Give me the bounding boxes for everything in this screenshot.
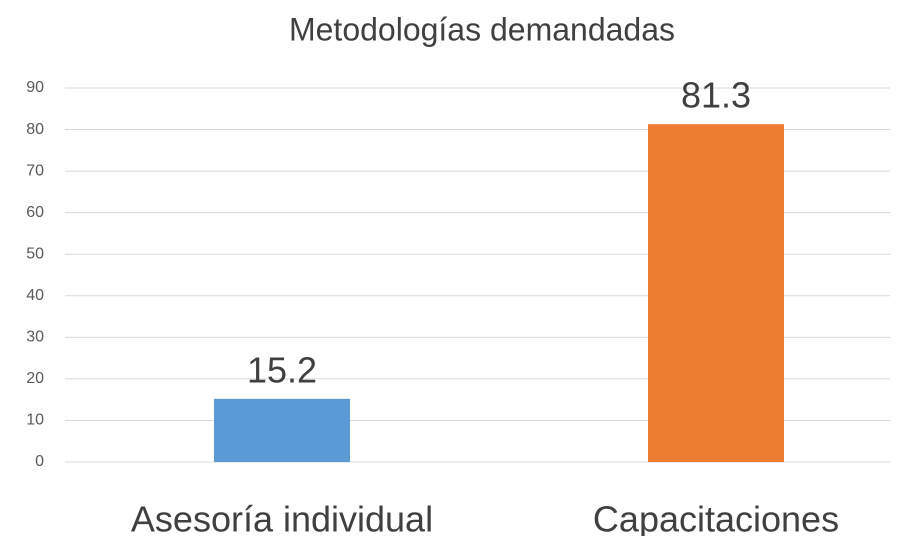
y-tick-label: 20 xyxy=(26,370,44,387)
chart-title: Metodologías demandadas xyxy=(289,11,675,47)
y-tick-label: 80 xyxy=(26,121,44,138)
y-tick-label: 30 xyxy=(26,329,44,346)
data-label: 81.3 xyxy=(681,75,751,116)
x-tick-label: Capacitaciones xyxy=(593,499,839,536)
y-tick-label: 10 xyxy=(26,412,44,429)
data-label: 15.2 xyxy=(247,349,317,390)
x-tick-label: Asesoría individual xyxy=(131,499,433,536)
bar xyxy=(648,124,784,463)
y-tick-label: 0 xyxy=(35,453,44,470)
y-tick-label: 50 xyxy=(26,245,44,262)
y-tick-label: 40 xyxy=(26,287,44,304)
y-tick-label: 90 xyxy=(26,79,44,96)
bar xyxy=(214,398,350,462)
y-tick-label: 60 xyxy=(26,204,44,221)
y-tick-label: 70 xyxy=(26,162,44,179)
